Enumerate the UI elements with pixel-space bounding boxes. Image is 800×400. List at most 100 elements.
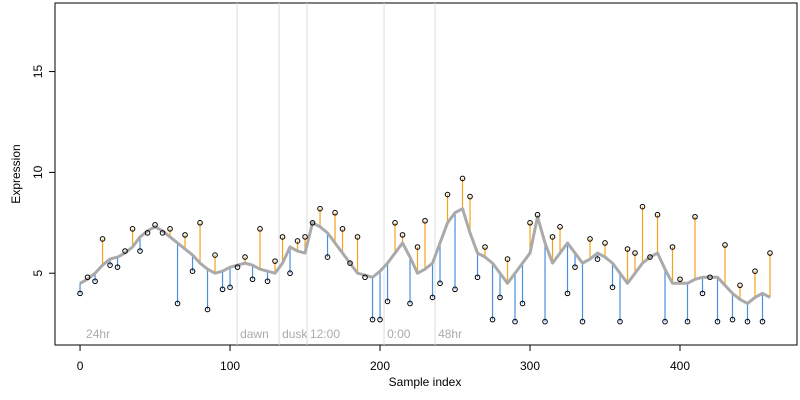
point [362, 274, 368, 281]
point [144, 230, 151, 236]
x-axis-label: Sample index [389, 375, 462, 389]
point [617, 318, 623, 325]
point [279, 234, 286, 240]
point [564, 290, 571, 297]
point [444, 191, 451, 198]
point [549, 234, 556, 240]
point [557, 224, 563, 230]
point [744, 318, 751, 325]
point [234, 264, 241, 270]
point [594, 256, 601, 262]
point [654, 211, 661, 218]
x-tick-label: 0 [77, 359, 84, 373]
point [714, 318, 721, 325]
point [707, 274, 713, 281]
point [542, 318, 548, 325]
point [587, 236, 593, 242]
annotation: 0:00 [387, 327, 411, 341]
point [722, 242, 728, 248]
point [219, 286, 226, 293]
point [452, 286, 458, 293]
point [392, 219, 398, 226]
point [459, 175, 466, 182]
point [354, 234, 361, 240]
point [122, 248, 128, 254]
annotation: 12:00 [310, 327, 340, 341]
fit-line [79, 207, 771, 305]
point [512, 318, 518, 325]
x-tick-label: 400 [670, 359, 690, 373]
point [137, 248, 143, 254]
point [189, 268, 196, 274]
y-axis-label: Expression [9, 144, 23, 203]
point [429, 294, 436, 301]
point [77, 290, 83, 297]
annotation: 48hr [438, 327, 462, 341]
annotation: 24hr [86, 327, 110, 341]
point [519, 300, 526, 307]
point [467, 193, 473, 200]
point [414, 244, 421, 250]
point [174, 300, 181, 307]
x-tick-label: 200 [370, 359, 390, 373]
point [249, 276, 256, 283]
point [602, 240, 608, 246]
point [212, 252, 218, 258]
point [99, 236, 106, 242]
point [384, 298, 391, 305]
point [609, 284, 616, 291]
point [377, 316, 383, 323]
point [324, 254, 331, 260]
point [422, 217, 428, 224]
point [669, 244, 676, 250]
point [729, 316, 736, 323]
point [632, 250, 638, 256]
point [339, 226, 346, 232]
point [227, 284, 233, 291]
point [204, 306, 211, 313]
point [699, 290, 706, 297]
point [182, 232, 188, 238]
point [347, 260, 353, 266]
point [317, 205, 323, 212]
point [287, 270, 293, 277]
y-tick-label: 10 [31, 165, 45, 179]
point [534, 211, 541, 218]
point [159, 230, 166, 236]
point [692, 213, 698, 220]
y-tick-label: 15 [31, 65, 45, 79]
point [302, 234, 308, 240]
point [257, 226, 263, 232]
point [579, 318, 586, 325]
point [482, 244, 488, 250]
point [737, 282, 743, 289]
point [647, 254, 653, 260]
point [489, 316, 496, 323]
point [84, 274, 91, 281]
point [242, 254, 248, 260]
point [309, 219, 316, 226]
x-tick-label: 100 [220, 359, 240, 373]
point [437, 280, 443, 287]
point [272, 258, 278, 264]
point [399, 232, 406, 238]
point [624, 246, 631, 252]
point [684, 318, 691, 325]
point [92, 278, 98, 285]
point [497, 294, 503, 301]
point [152, 222, 158, 228]
point [197, 219, 203, 226]
point [332, 209, 338, 216]
point [752, 268, 758, 274]
annotation: dusk [282, 327, 308, 341]
point [504, 256, 511, 262]
point [264, 278, 271, 285]
y-tick-label: 5 [31, 270, 45, 277]
point [767, 250, 773, 256]
point [369, 316, 376, 323]
point [759, 318, 766, 325]
point [527, 219, 533, 226]
point [677, 276, 683, 283]
point [407, 300, 413, 307]
